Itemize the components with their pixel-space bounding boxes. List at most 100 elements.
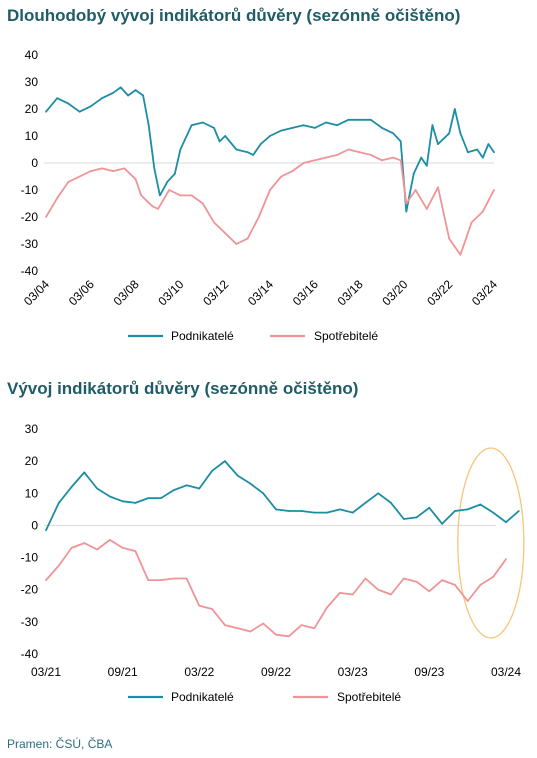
c1-point-podnikatele: [405, 210, 408, 213]
c2-point-podnikatele: [300, 510, 303, 512]
highlight-ellipse: [457, 447, 525, 639]
c2-point-spotrebitele: [466, 600, 469, 602]
c1-point-podnikatele: [78, 110, 81, 113]
c2-point-podnikatele: [249, 482, 252, 485]
c1-point-podnikatele: [431, 124, 434, 127]
c2-point-podnikatele: [351, 511, 354, 514]
c1-point-spotrebitele: [336, 154, 339, 156]
c2-point-spotrebitele: [160, 579, 162, 581]
c1-point-podnikatele: [291, 127, 294, 129]
c1-point-spotrebitele: [201, 202, 204, 205]
c1-point-podnikatele: [269, 135, 271, 137]
c2-point-podnikatele: [287, 510, 290, 512]
c2-point-spotrebitele: [224, 624, 226, 626]
c2-point-spotrebitele: [441, 579, 443, 581]
chart-2-title: Vývoj indikátorů důvěry (sezónně očištěn…: [7, 379, 359, 398]
c2-series-line-podnikatele: [45, 460, 520, 531]
c1-y-tick-label: 10: [25, 129, 39, 143]
c1-point-spotrebitele: [56, 197, 59, 200]
c2-point-podnikatele: [147, 497, 150, 499]
c2-point-spotrebitele: [377, 588, 380, 591]
c2-point-podnikatele: [326, 511, 328, 514]
c1-point-spotrebitele: [168, 189, 171, 191]
c1-point-spotrebitele: [448, 237, 451, 240]
c1-series-line-spotrebitele: [45, 148, 495, 256]
c1-legend-label-spotrebitele: Spotřebitelé: [314, 329, 378, 343]
c1-series-line-podnikatele: [45, 86, 495, 213]
c1-y-tick-label: 0: [31, 156, 38, 170]
c2-point-podnikatele: [198, 487, 201, 490]
c1-point-spotrebitele: [78, 175, 81, 178]
c1-point-podnikatele: [147, 124, 150, 127]
c2-point-spotrebitele: [147, 579, 150, 581]
c1-point-spotrebitele: [291, 170, 294, 173]
c1-point-spotrebitele: [89, 170, 92, 173]
c1-point-podnikatele: [153, 167, 156, 170]
c2-point-podnikatele: [70, 486, 73, 488]
c2-point-podnikatele: [415, 516, 418, 519]
c1-point-spotrebitele: [325, 156, 327, 159]
c1-point-spotrebitele: [399, 159, 402, 162]
c2-y-tick-label: 20: [25, 454, 39, 468]
c2-point-spotrebitele: [287, 635, 290, 638]
c1-y-tick-label: -20: [21, 210, 39, 224]
c2-point-spotrebitele: [45, 579, 47, 581]
c1-point-spotrebitele: [459, 253, 462, 256]
c2-point-spotrebitele: [326, 606, 328, 609]
c2-point-podnikatele: [275, 508, 277, 511]
c2-point-spotrebitele: [275, 633, 277, 636]
c1-point-podnikatele: [476, 148, 479, 151]
c1-point-spotrebitele: [405, 202, 408, 205]
c2-point-spotrebitele: [351, 593, 354, 596]
c1-point-spotrebitele: [381, 159, 383, 162]
c2-x-tick-label: 03/22: [184, 665, 214, 679]
c1-point-spotrebitele: [123, 167, 126, 170]
c2-point-podnikatele: [185, 484, 188, 487]
c1-x-tick-label: 03/24: [469, 277, 500, 308]
c1-point-podnikatele: [119, 86, 122, 89]
c1-point-podnikatele: [347, 118, 350, 121]
c1-point-spotrebitele: [302, 162, 305, 164]
c2-point-spotrebitele: [339, 592, 341, 594]
c1-x-tick-label: 03/06: [66, 277, 97, 308]
c1-point-spotrebitele: [437, 186, 439, 189]
c2-point-podnikatele: [454, 510, 456, 512]
c1-point-podnikatele: [453, 108, 456, 110]
c1-x-tick-label: 03/18: [335, 277, 366, 308]
c2-point-spotrebitele: [172, 577, 175, 580]
c2-y-tick-label: -20: [21, 583, 39, 597]
c2-point-podnikatele: [83, 471, 86, 474]
c1-point-podnikatele: [481, 156, 484, 159]
c2-y-tick-label: -40: [21, 647, 39, 661]
c1-point-podnikatele: [101, 97, 103, 100]
c1-point-spotrebitele: [425, 208, 428, 210]
c2-y-tick-label: 0: [31, 518, 38, 532]
c2-point-spotrebitele: [185, 577, 188, 580]
c2-point-podnikatele: [121, 500, 124, 503]
c1-point-podnikatele: [467, 151, 469, 154]
c2-point-spotrebitele: [70, 547, 73, 549]
c1-point-podnikatele: [336, 124, 339, 127]
c1-x-tick-label: 03/22: [424, 277, 455, 308]
c2-point-podnikatele: [160, 497, 162, 499]
c1-point-spotrebitele: [235, 243, 238, 245]
c1-x-tick-label: 03/16: [290, 277, 321, 308]
c1-point-podnikatele: [67, 102, 70, 105]
c1-point-spotrebitele: [224, 232, 227, 235]
c1-point-spotrebitele: [213, 221, 215, 224]
c1-point-podnikatele: [134, 89, 137, 91]
c2-point-spotrebitele: [211, 608, 214, 610]
c2-point-spotrebitele: [415, 580, 418, 583]
c1-point-spotrebitele: [157, 208, 159, 210]
c1-point-spotrebitele: [269, 189, 271, 191]
c1-point-podnikatele: [302, 124, 305, 127]
c2-point-podnikatele: [236, 474, 239, 477]
c2-point-podnikatele: [402, 518, 405, 520]
c1-point-podnikatele: [159, 194, 161, 197]
c1-point-spotrebitele: [313, 159, 316, 162]
c2-point-podnikatele: [134, 502, 137, 504]
c2-legend-label-podnikatele: Podnikatelé: [171, 690, 234, 704]
c1-point-podnikatele: [399, 140, 402, 143]
c2-point-spotrebitele: [83, 542, 86, 544]
c1-point-spotrebitele: [67, 181, 70, 183]
